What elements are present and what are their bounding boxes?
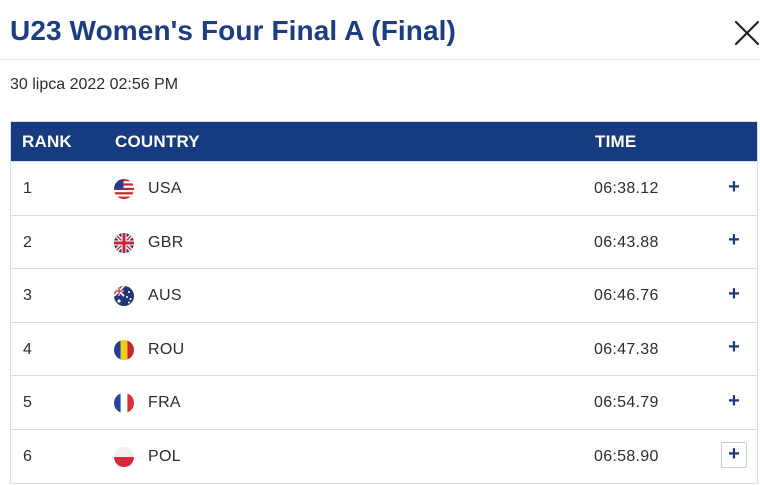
header-time: TIME	[595, 132, 637, 151]
modal-header: U23 Women's Four Final A (Final)	[0, 0, 760, 60]
time-cell: 06:47.38	[594, 340, 659, 358]
table-header: RANK COUNTRY TIME	[11, 122, 757, 161]
rank-cell: 4	[23, 340, 32, 358]
country-code: FRA	[148, 394, 181, 412]
rou-flag-icon	[114, 339, 134, 360]
fra-flag-icon	[114, 393, 134, 414]
rank-cell: 5	[23, 394, 32, 412]
time-cell: 06:38.12	[594, 180, 659, 197]
rank-cell: 3	[23, 287, 32, 305]
time-cell: 06:46.76	[594, 287, 659, 305]
expand-plus-icon[interactable]: +	[721, 441, 747, 468]
table-row: 1 USA 06:38.12 +	[11, 161, 757, 215]
close-icon[interactable]	[733, 19, 760, 47]
gbr-flag-icon	[114, 232, 134, 253]
rank-cell: 6	[23, 447, 32, 465]
expand-plus-icon[interactable]: +	[728, 336, 740, 359]
page-title: U23 Women's Four Final A (Final)	[10, 15, 456, 46]
aus-flag-icon	[114, 286, 134, 307]
expand-plus-icon[interactable]: +	[728, 229, 740, 252]
rank-cell: 1	[23, 180, 32, 197]
country-code: ROU	[148, 340, 185, 358]
table-row: 3 AUS 06:46.76 +	[11, 268, 757, 322]
usa-flag-icon	[114, 179, 134, 199]
time-cell: 06:43.88	[594, 233, 659, 251]
time-cell: 06:58.90	[594, 447, 659, 465]
table-row: 4 ROU 06:47.38 +	[11, 321, 757, 376]
race-timestamp: 30 lipca 2022 02:56 PM	[10, 76, 179, 93]
expand-plus-icon[interactable]: +	[728, 389, 740, 412]
header-country: COUNTRY	[115, 132, 200, 151]
table-row: 6 POL 06:58.90 +	[11, 428, 757, 483]
country-code: POL	[148, 447, 181, 465]
results-table: RANK COUNTRY TIME 1 USA 06:38.12 + 2	[10, 121, 758, 484]
country-code: AUS	[148, 287, 182, 305]
expand-plus-icon[interactable]: +	[728, 282, 740, 305]
expand-plus-icon[interactable]: +	[728, 175, 740, 198]
header-rank: RANK	[22, 132, 72, 151]
country-code: GBR	[148, 233, 184, 251]
pol-flag-icon	[114, 446, 134, 467]
table-row: 2 GBR 06:43.88 +	[11, 214, 757, 269]
rank-cell: 2	[23, 233, 32, 251]
time-cell: 06:54.79	[594, 394, 659, 412]
table-row: 5 FRA 06:54.79 +	[11, 375, 757, 429]
country-code: USA	[148, 180, 182, 197]
